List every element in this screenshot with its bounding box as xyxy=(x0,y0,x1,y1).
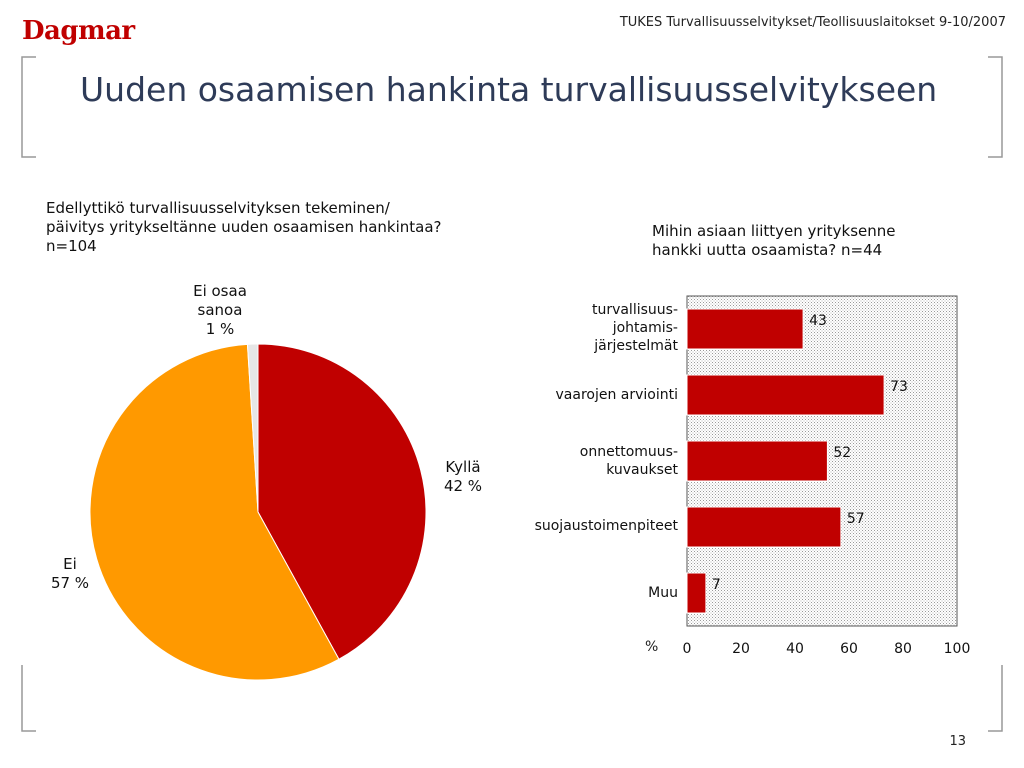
bar-category-line: kuvaukset xyxy=(606,462,678,478)
bar-value-label: 7 xyxy=(712,577,721,593)
x-tick-label: 0 xyxy=(683,641,692,657)
page-number: 13 xyxy=(949,734,966,749)
bar-category-line: johtamis- xyxy=(612,320,678,336)
bar-4 xyxy=(686,506,842,548)
bar-value-label: 57 xyxy=(847,511,865,527)
slide-title: Uuden osaamisen hankinta turvallisuussel… xyxy=(80,70,938,109)
pie-label-ei: Ei 57 % xyxy=(38,555,102,593)
pie-slice-2 xyxy=(89,343,340,681)
pie-question-line: päivitys yritykseltänne uuden osaamisen … xyxy=(46,218,442,236)
bar-1 xyxy=(686,308,804,350)
pie-slice-3 xyxy=(246,343,259,513)
bar-category-line: järjestelmät xyxy=(594,338,678,354)
bar-category-label: Muu xyxy=(600,584,678,602)
bar-category-line: turvallisuus- xyxy=(591,302,678,318)
pie-label-eos-line: sanoa xyxy=(197,301,243,319)
pie-label-kylla-value: 42 % xyxy=(443,477,483,495)
bar-category-line: vaarojen arviointi xyxy=(555,387,679,403)
bar-3 xyxy=(686,440,828,482)
bar-category-line: Muu xyxy=(648,585,678,601)
x-axis-unit: % xyxy=(645,639,659,655)
x-tick-label: 20 xyxy=(732,641,750,657)
bar-value-label: 52 xyxy=(833,445,851,461)
pie-label-eos-line: Ei osaa xyxy=(193,282,247,300)
bar-question: Mihin asiaan liittyen yrityksenne hankki… xyxy=(652,222,972,260)
x-tick-label: 40 xyxy=(786,641,804,657)
dagmar-logo: Dagmar xyxy=(22,16,135,46)
bar-category-label: suojaustoimenpiteet xyxy=(500,517,678,535)
bar-category-line: onnettomuus- xyxy=(579,444,678,460)
bar-2 xyxy=(686,374,885,416)
header-caption: TUKES Turvallisuusselvitykset/Teollisuus… xyxy=(619,15,1006,30)
bar-category-label: turvallisuus- johtamis- järjestelmät xyxy=(540,301,678,355)
pie-label-ei-name: Ei xyxy=(63,555,77,573)
pie-label-kylla-name: Kyllä xyxy=(445,458,481,476)
bar-value-label: 73 xyxy=(890,379,908,395)
bar-chart: 43 73 52 57 7 0 20 40 60 80 100 xyxy=(683,295,971,657)
pie-label-eos-value: 1 % xyxy=(205,320,235,338)
pie-label-kylla: Kyllä 42 % xyxy=(430,458,496,496)
pie-question-line: Edellyttikö turvallisuusselvityksen teke… xyxy=(46,199,390,217)
pie-label-eos: Ei osaa sanoa 1 % xyxy=(180,282,260,339)
pie-slice-1 xyxy=(257,343,427,660)
pie-question: Edellyttikö turvallisuusselvityksen teke… xyxy=(46,199,516,256)
bar-question-line: Mihin asiaan liittyen yrityksenne xyxy=(652,222,896,240)
bar-5 xyxy=(686,572,707,614)
bar-category-line: suojaustoimenpiteet xyxy=(534,518,678,534)
bar-category-label: onnettomuus- kuvaukset xyxy=(540,443,678,479)
pie-question-line: n=104 xyxy=(46,237,97,255)
bar-category-label: vaarojen arviointi xyxy=(500,386,679,404)
x-tick-label: 60 xyxy=(840,641,858,657)
pie-chart xyxy=(89,343,427,681)
bar-value-label: 43 xyxy=(809,313,827,329)
x-tick-label: 80 xyxy=(894,641,912,657)
pie-label-ei-value: 57 % xyxy=(50,574,90,592)
x-tick-label: 100 xyxy=(944,641,971,657)
bar-question-line: hankki uutta osaamista? n=44 xyxy=(652,241,883,259)
